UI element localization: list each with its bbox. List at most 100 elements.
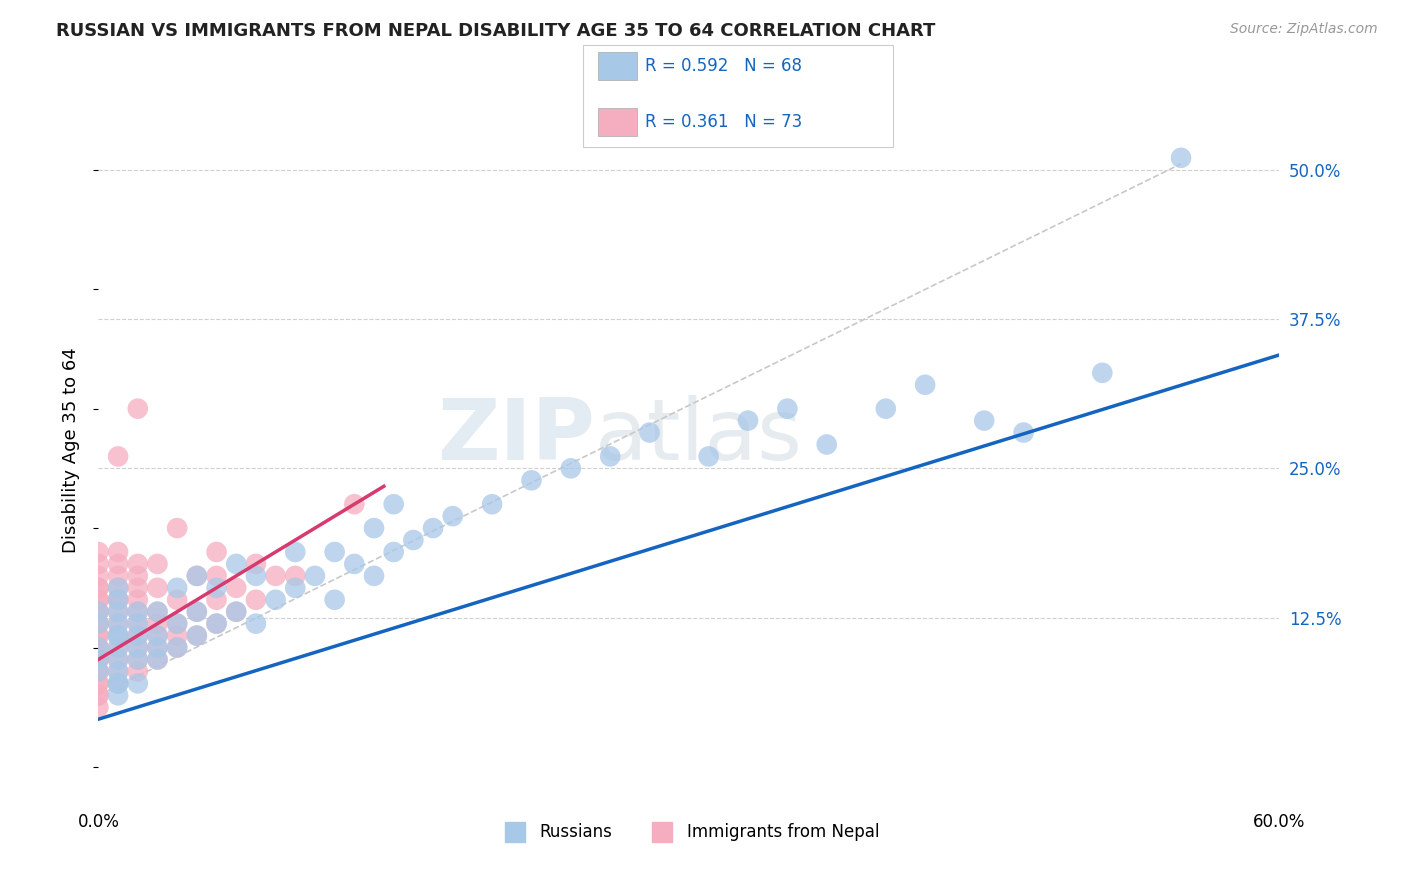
Point [914,377,936,392]
Point [107,557,129,571]
Point [107,676,129,690]
Point [87,652,110,666]
Point [186,569,208,583]
Point [87,629,110,643]
Point [186,605,208,619]
Text: R = 0.592   N = 68: R = 0.592 N = 68 [645,57,803,75]
Point [87,569,110,583]
Point [402,533,425,547]
Point [107,652,129,666]
Point [107,616,129,631]
Point [87,676,110,690]
Text: ZIP: ZIP [437,395,595,478]
Point [127,581,149,595]
Point [146,652,169,666]
Point [146,640,169,655]
Point [737,414,759,428]
Point [205,545,228,559]
Point [520,473,543,487]
Point [225,581,247,595]
Point [186,629,208,643]
Point [87,592,110,607]
Point [166,616,188,631]
Point [107,592,129,607]
Point [87,581,110,595]
Point [382,497,405,511]
Point [186,629,208,643]
Point [146,629,169,643]
Point [107,629,129,643]
Point [875,401,897,416]
Point [107,629,129,643]
Point [127,629,149,643]
Point [107,629,129,643]
Point [127,557,149,571]
Point [107,545,129,559]
Point [146,616,169,631]
Point [363,569,385,583]
Point [107,592,129,607]
Point [107,592,129,607]
Text: Source: ZipAtlas.com: Source: ZipAtlas.com [1230,22,1378,37]
Point [422,521,444,535]
Point [87,700,110,714]
Point [107,581,129,595]
Point [382,545,405,559]
Point [87,676,110,690]
Point [127,401,149,416]
Point [127,616,149,631]
Point [107,640,129,655]
Point [107,688,129,702]
Point [127,652,149,666]
Point [225,557,247,571]
Point [87,545,110,559]
Point [146,605,169,619]
Point [87,592,110,607]
Point [166,616,188,631]
Point [107,616,129,631]
Point [87,605,110,619]
Point [87,605,110,619]
Point [87,652,110,666]
Point [127,569,149,583]
Point [146,629,169,643]
Point [107,605,129,619]
Point [697,450,720,464]
Point [1170,151,1192,165]
Point [107,652,129,666]
Point [87,688,110,702]
Point [225,605,247,619]
Point [1091,366,1114,380]
Point [87,640,110,655]
Point [107,640,129,655]
Point [205,581,228,595]
Point [146,652,169,666]
Point [166,629,188,643]
Point [87,605,110,619]
Point [87,616,110,631]
Point [264,569,287,583]
Text: RUSSIAN VS IMMIGRANTS FROM NEPAL DISABILITY AGE 35 TO 64 CORRELATION CHART: RUSSIAN VS IMMIGRANTS FROM NEPAL DISABIL… [56,22,935,40]
Point [560,461,582,475]
Point [87,640,110,655]
Text: R = 0.361   N = 73: R = 0.361 N = 73 [645,113,803,131]
Point [638,425,661,440]
Point [146,605,169,619]
Point [284,569,307,583]
Point [107,581,129,595]
Point [127,605,149,619]
Point [284,545,307,559]
Point [225,605,247,619]
Point [127,605,149,619]
Point [441,509,464,524]
Point [107,450,129,464]
Point [205,616,228,631]
Point [87,665,110,679]
Point [107,676,129,690]
Point [87,557,110,571]
Point [166,640,188,655]
Point [815,437,838,451]
Point [323,545,346,559]
Point [127,592,149,607]
Point [205,616,228,631]
